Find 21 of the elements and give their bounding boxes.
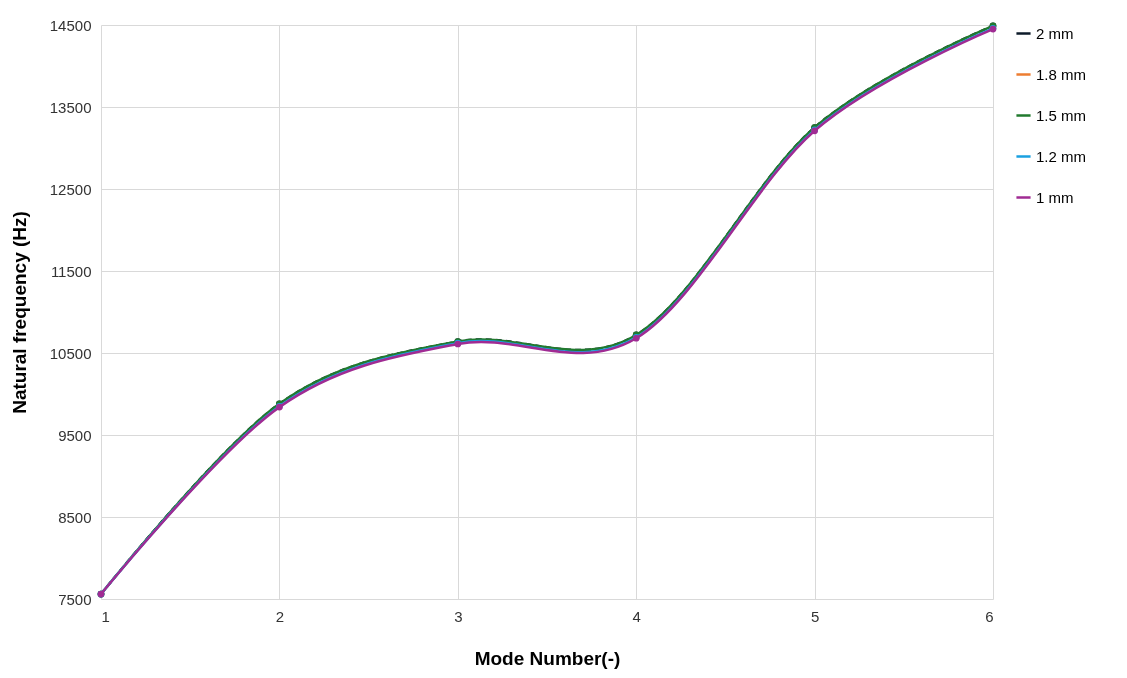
y-tick-label: 9500: [58, 426, 92, 444]
y-tick-label: 12500: [49, 180, 92, 198]
legend-label: 1 mm: [1036, 188, 1074, 206]
legend-label: 2 mm: [1036, 24, 1074, 42]
y-tick-label: 8500: [58, 508, 92, 526]
legend-label: 1.2 mm: [1036, 147, 1087, 165]
legend-label: 1.5 mm: [1036, 106, 1087, 124]
y-tick-label: 7500: [58, 590, 92, 608]
legend-label: 1.8 mm: [1036, 65, 1087, 83]
x-tick-label: 3: [454, 607, 463, 625]
x-tick-label: 2: [275, 607, 285, 625]
x-tick-label: 5: [810, 607, 820, 625]
y-axis-title: Natural frequency (Hz): [8, 211, 30, 414]
x-axis-title: Mode Number(-): [474, 647, 621, 669]
x-tick-label: 1: [101, 607, 110, 625]
y-tick-label: 14500: [49, 16, 92, 34]
y-tick-label: 13500: [49, 98, 92, 116]
x-tick-label: 6: [985, 607, 994, 625]
y-tick-label: 10500: [49, 344, 92, 362]
x-tick-label: 4: [632, 607, 641, 625]
y-tick-label: 11500: [50, 262, 92, 280]
